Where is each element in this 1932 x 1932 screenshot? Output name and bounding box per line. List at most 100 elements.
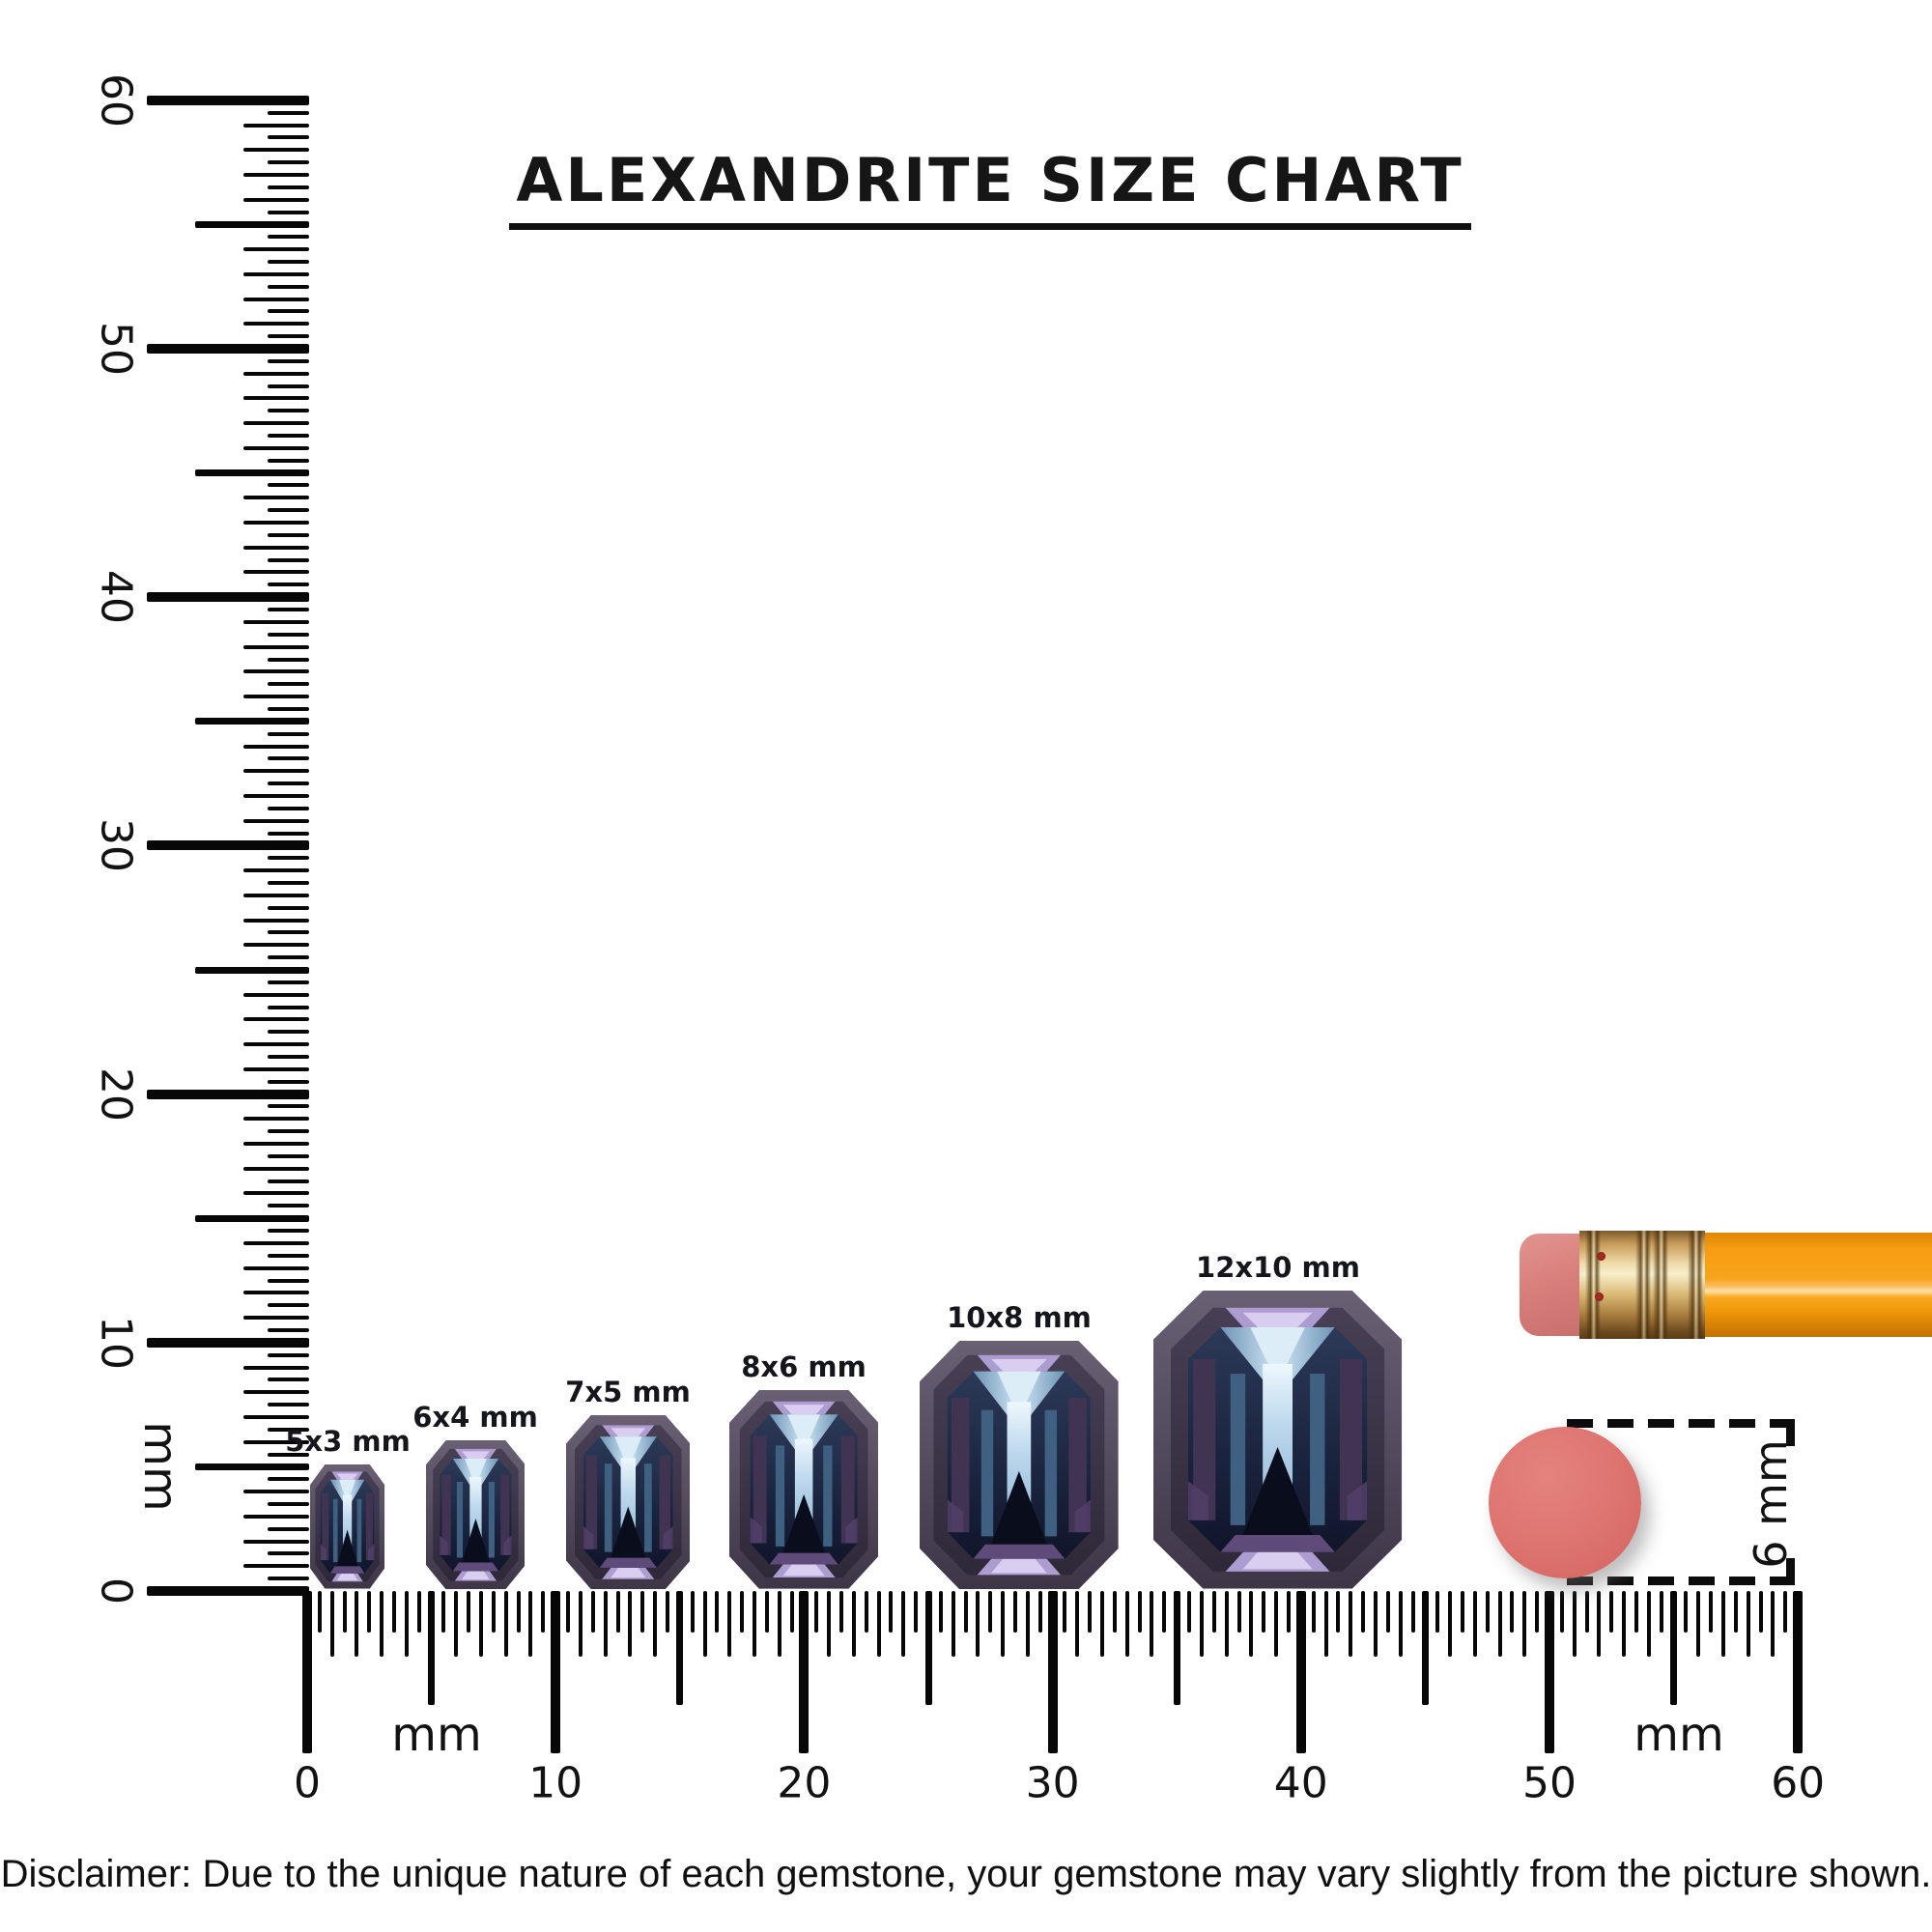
- ruler-tick: [1435, 1591, 1440, 1633]
- ruler-tick: [243, 1291, 309, 1295]
- ruler-tick: [1497, 1591, 1502, 1657]
- ruler-tick: [243, 1439, 309, 1444]
- ruler-tick: [268, 358, 309, 363]
- ruler-tick: [851, 1591, 856, 1657]
- ruler-tick: [416, 1591, 421, 1633]
- ruler-tick: [243, 893, 309, 897]
- ruler-tick: [268, 1204, 309, 1208]
- ruler-tick: [243, 669, 309, 674]
- v-ruler-number: 0: [91, 1577, 141, 1605]
- h-ruler-unit-right: mm: [1634, 1708, 1724, 1762]
- ruler-tick: [268, 980, 309, 984]
- ruler-tick: [1311, 1591, 1316, 1633]
- ruler-tick: [243, 1142, 309, 1147]
- gem-size-label: 10x8 mm: [947, 1300, 1092, 1334]
- ruler-tick: [268, 856, 309, 861]
- ruler-tick: [1286, 1591, 1291, 1633]
- ruler-tick: [1124, 1591, 1129, 1657]
- ferrule-crimp: [1653, 1231, 1668, 1339]
- ferrule-crimp: [1585, 1231, 1601, 1339]
- ruler-tick: [147, 840, 309, 851]
- ruler-tick: [1236, 1591, 1241, 1633]
- ruler-tick: [268, 582, 309, 587]
- ruler-tick: [268, 1153, 309, 1158]
- ruler-tick: [603, 1591, 608, 1657]
- ruler-tick: [243, 1390, 309, 1395]
- ruler-tick: [1063, 1591, 1067, 1633]
- ruler-tick: [1001, 1591, 1006, 1657]
- gem-size-label: 8x6 mm: [741, 1350, 867, 1384]
- ruler-tick: [195, 718, 309, 725]
- ruler-tick: [1373, 1591, 1378, 1657]
- ruler-tick: [467, 1591, 471, 1633]
- ruler-tick: [302, 1591, 312, 1753]
- ruler-tick: [243, 521, 309, 526]
- ruler-tick: [268, 632, 309, 637]
- measure-dash-bottom: [1567, 1577, 1795, 1585]
- disclaimer-text: Disclaimer: Due to the unique nature of …: [0, 1853, 1932, 1895]
- ruler-tick: [1100, 1591, 1105, 1657]
- ruler-tick: [268, 1104, 309, 1109]
- h-ruler-number: 60: [1771, 1758, 1826, 1808]
- ruler-tick: [243, 371, 309, 376]
- ruler-tick: [727, 1591, 732, 1657]
- h-ruler-number: 10: [528, 1758, 583, 1808]
- ruler-tick: [1173, 1591, 1180, 1705]
- ruler-tick: [1696, 1591, 1701, 1657]
- v-ruler-number: 50: [91, 322, 141, 376]
- ruler-tick: [243, 1117, 309, 1122]
- ruler-tick: [243, 644, 309, 649]
- ruler-tick: [268, 1005, 309, 1009]
- ruler-tick: [1659, 1591, 1663, 1633]
- h-ruler-number: 0: [294, 1758, 321, 1808]
- ruler-tick: [1771, 1591, 1776, 1657]
- ruler-tick: [268, 210, 309, 214]
- ruler-tick: [147, 344, 309, 354]
- ruler-tick: [380, 1591, 384, 1657]
- ruler-tick: [147, 95, 309, 105]
- ruler-tick: [1162, 1591, 1167, 1633]
- ruler-tick: [740, 1591, 745, 1633]
- ruler-tick: [243, 818, 309, 823]
- ruler-tick: [777, 1591, 781, 1657]
- ruler-tick: [1634, 1591, 1639, 1633]
- ruler-tick: [243, 1414, 309, 1419]
- ruler-tick: [243, 1240, 309, 1245]
- ruler-tick: [243, 172, 309, 177]
- ruler-tick: [268, 334, 309, 339]
- ruler-tick: [1336, 1591, 1341, 1633]
- ruler-tick: [1361, 1591, 1366, 1633]
- ruler-tick: [268, 434, 309, 439]
- ruler-tick: [268, 657, 309, 662]
- ruler-tick: [243, 322, 309, 327]
- ruler-tick: [243, 247, 309, 252]
- ruler-tick: [268, 235, 309, 240]
- gem-10x8mm: [920, 1341, 1119, 1589]
- ruler-tick: [243, 421, 309, 426]
- ruler-tick: [1037, 1591, 1042, 1633]
- ruler-tick: [924, 1591, 932, 1705]
- ruler-tick: [268, 508, 309, 513]
- ruler-tick: [243, 943, 309, 948]
- ruler-tick: [1522, 1591, 1527, 1657]
- ruler-tick: [195, 1463, 309, 1470]
- ruler-tick: [1733, 1591, 1738, 1633]
- ruler-tick: [1199, 1591, 1204, 1657]
- ruler-tick: [268, 309, 309, 314]
- ruler-tick: [268, 1303, 309, 1308]
- ruler-tick: [268, 1352, 309, 1357]
- ruler-tick: [479, 1591, 484, 1657]
- ruler-tick: [243, 1365, 309, 1370]
- ruler-tick: [1211, 1591, 1216, 1633]
- h-ruler-number: 30: [1025, 1758, 1080, 1808]
- ruler-tick: [1047, 1591, 1058, 1753]
- ruler-tick: [914, 1591, 919, 1633]
- page-title: ALEXANDRITE SIZE CHART: [516, 145, 1464, 215]
- ruler-tick: [243, 992, 309, 997]
- ferrule-crimp: [1635, 1231, 1651, 1339]
- measure-end-bottom: [1786, 1558, 1795, 1581]
- ruler-tick: [268, 781, 309, 786]
- ruler-tick: [814, 1591, 819, 1633]
- ruler-tick: [329, 1591, 334, 1657]
- ruler-tick: [243, 918, 309, 923]
